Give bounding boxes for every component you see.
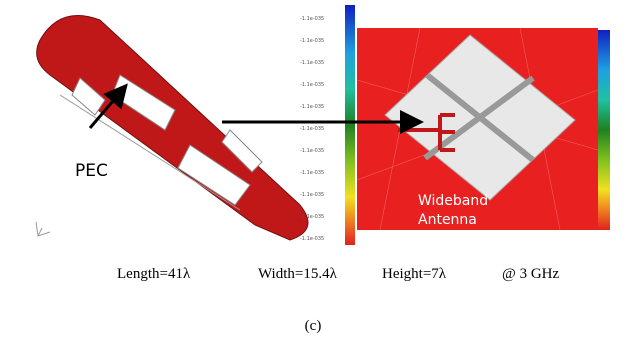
- colorbar-label: -1.1e-035: [300, 82, 324, 88]
- caption-frequency: @ 3 GHz: [502, 266, 559, 282]
- caption-length: Length=41λ: [117, 266, 191, 282]
- caption-width: Width=15.4λ: [258, 266, 338, 282]
- colorbar-label: -1.1e-035: [300, 236, 324, 242]
- colorbar-right: [598, 30, 610, 230]
- pec-label: PEC: [75, 161, 108, 181]
- colorbar-label: -1.1e-035: [300, 192, 324, 198]
- antenna-label: Antenna: [418, 212, 477, 228]
- colorbar-label: -1.1e-035: [300, 60, 324, 66]
- antenna-label: Wideband: [418, 193, 488, 209]
- colorbar-label: -1.1e-035: [300, 38, 324, 44]
- colorbar-label: -1.1e-035: [300, 148, 324, 154]
- panel-label: (c): [305, 318, 322, 334]
- figure: -1.1e-035 -1.1e-035 -1.1e-035 -1.1e-035 -1.1…: [0, 0, 629, 345]
- colorbar-label: -1.1e-035: [300, 126, 324, 132]
- colorbar-label: -1.1e-035: [300, 214, 324, 220]
- colorbar-label: -1.1e-035: [300, 170, 324, 176]
- colorbar-label: -1.1e-035: [300, 104, 324, 110]
- colorbar-label: -1.1e-035: [300, 16, 324, 22]
- car-model: [37, 16, 308, 241]
- colorbar: [345, 5, 355, 245]
- caption-height: Height=7λ: [382, 266, 447, 282]
- axis-triad: [36, 222, 50, 236]
